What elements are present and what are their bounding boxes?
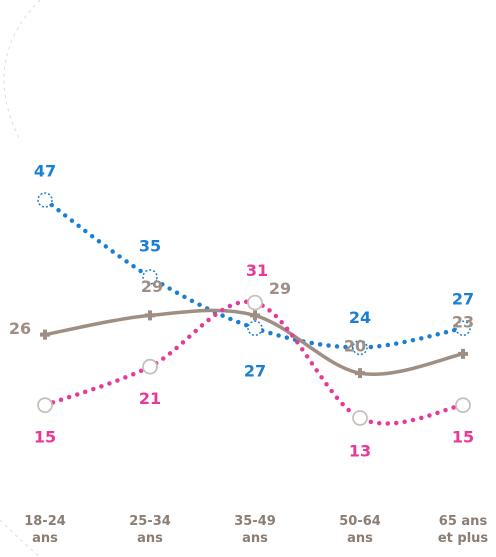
marker	[142, 269, 158, 285]
marker	[352, 339, 368, 356]
marker	[458, 348, 468, 359]
data-label: 20	[344, 337, 366, 356]
decoration-arc	[3, 0, 41, 141]
data-label: 15	[452, 428, 474, 447]
data-label: 27	[244, 362, 266, 381]
x-tick-label: 65 ans et plus	[437, 514, 489, 546]
data-label: 24	[349, 308, 371, 327]
data-label: 21	[139, 389, 161, 408]
data-label: 31	[246, 261, 268, 280]
data-label: 27	[452, 290, 474, 309]
x-tick-label: 50-64 ans	[339, 514, 381, 546]
data-label: 26	[9, 319, 31, 338]
marker	[352, 410, 368, 426]
data-label: 29	[141, 277, 163, 296]
marker	[455, 320, 471, 336]
data-label: 29	[269, 279, 291, 298]
marker	[145, 310, 155, 321]
x-tick-label: 35-49 ans	[234, 514, 276, 546]
marker	[247, 320, 263, 336]
x-tick-label: 25-34 ans	[129, 514, 171, 546]
data-label: 47	[34, 162, 56, 181]
decoration-arc	[0, 519, 41, 557]
marker	[355, 368, 365, 379]
marker	[142, 358, 158, 375]
data-label: 35	[139, 236, 161, 255]
marker	[455, 397, 471, 414]
marker	[250, 310, 260, 321]
data-label: 15	[34, 428, 56, 447]
marker	[37, 192, 53, 208]
data-label: 23	[452, 312, 474, 331]
marker	[37, 397, 53, 414]
data-label: 13	[349, 442, 371, 461]
marker	[40, 329, 50, 340]
marker	[247, 294, 263, 311]
x-tick-label: 18-24 ans	[24, 514, 66, 546]
